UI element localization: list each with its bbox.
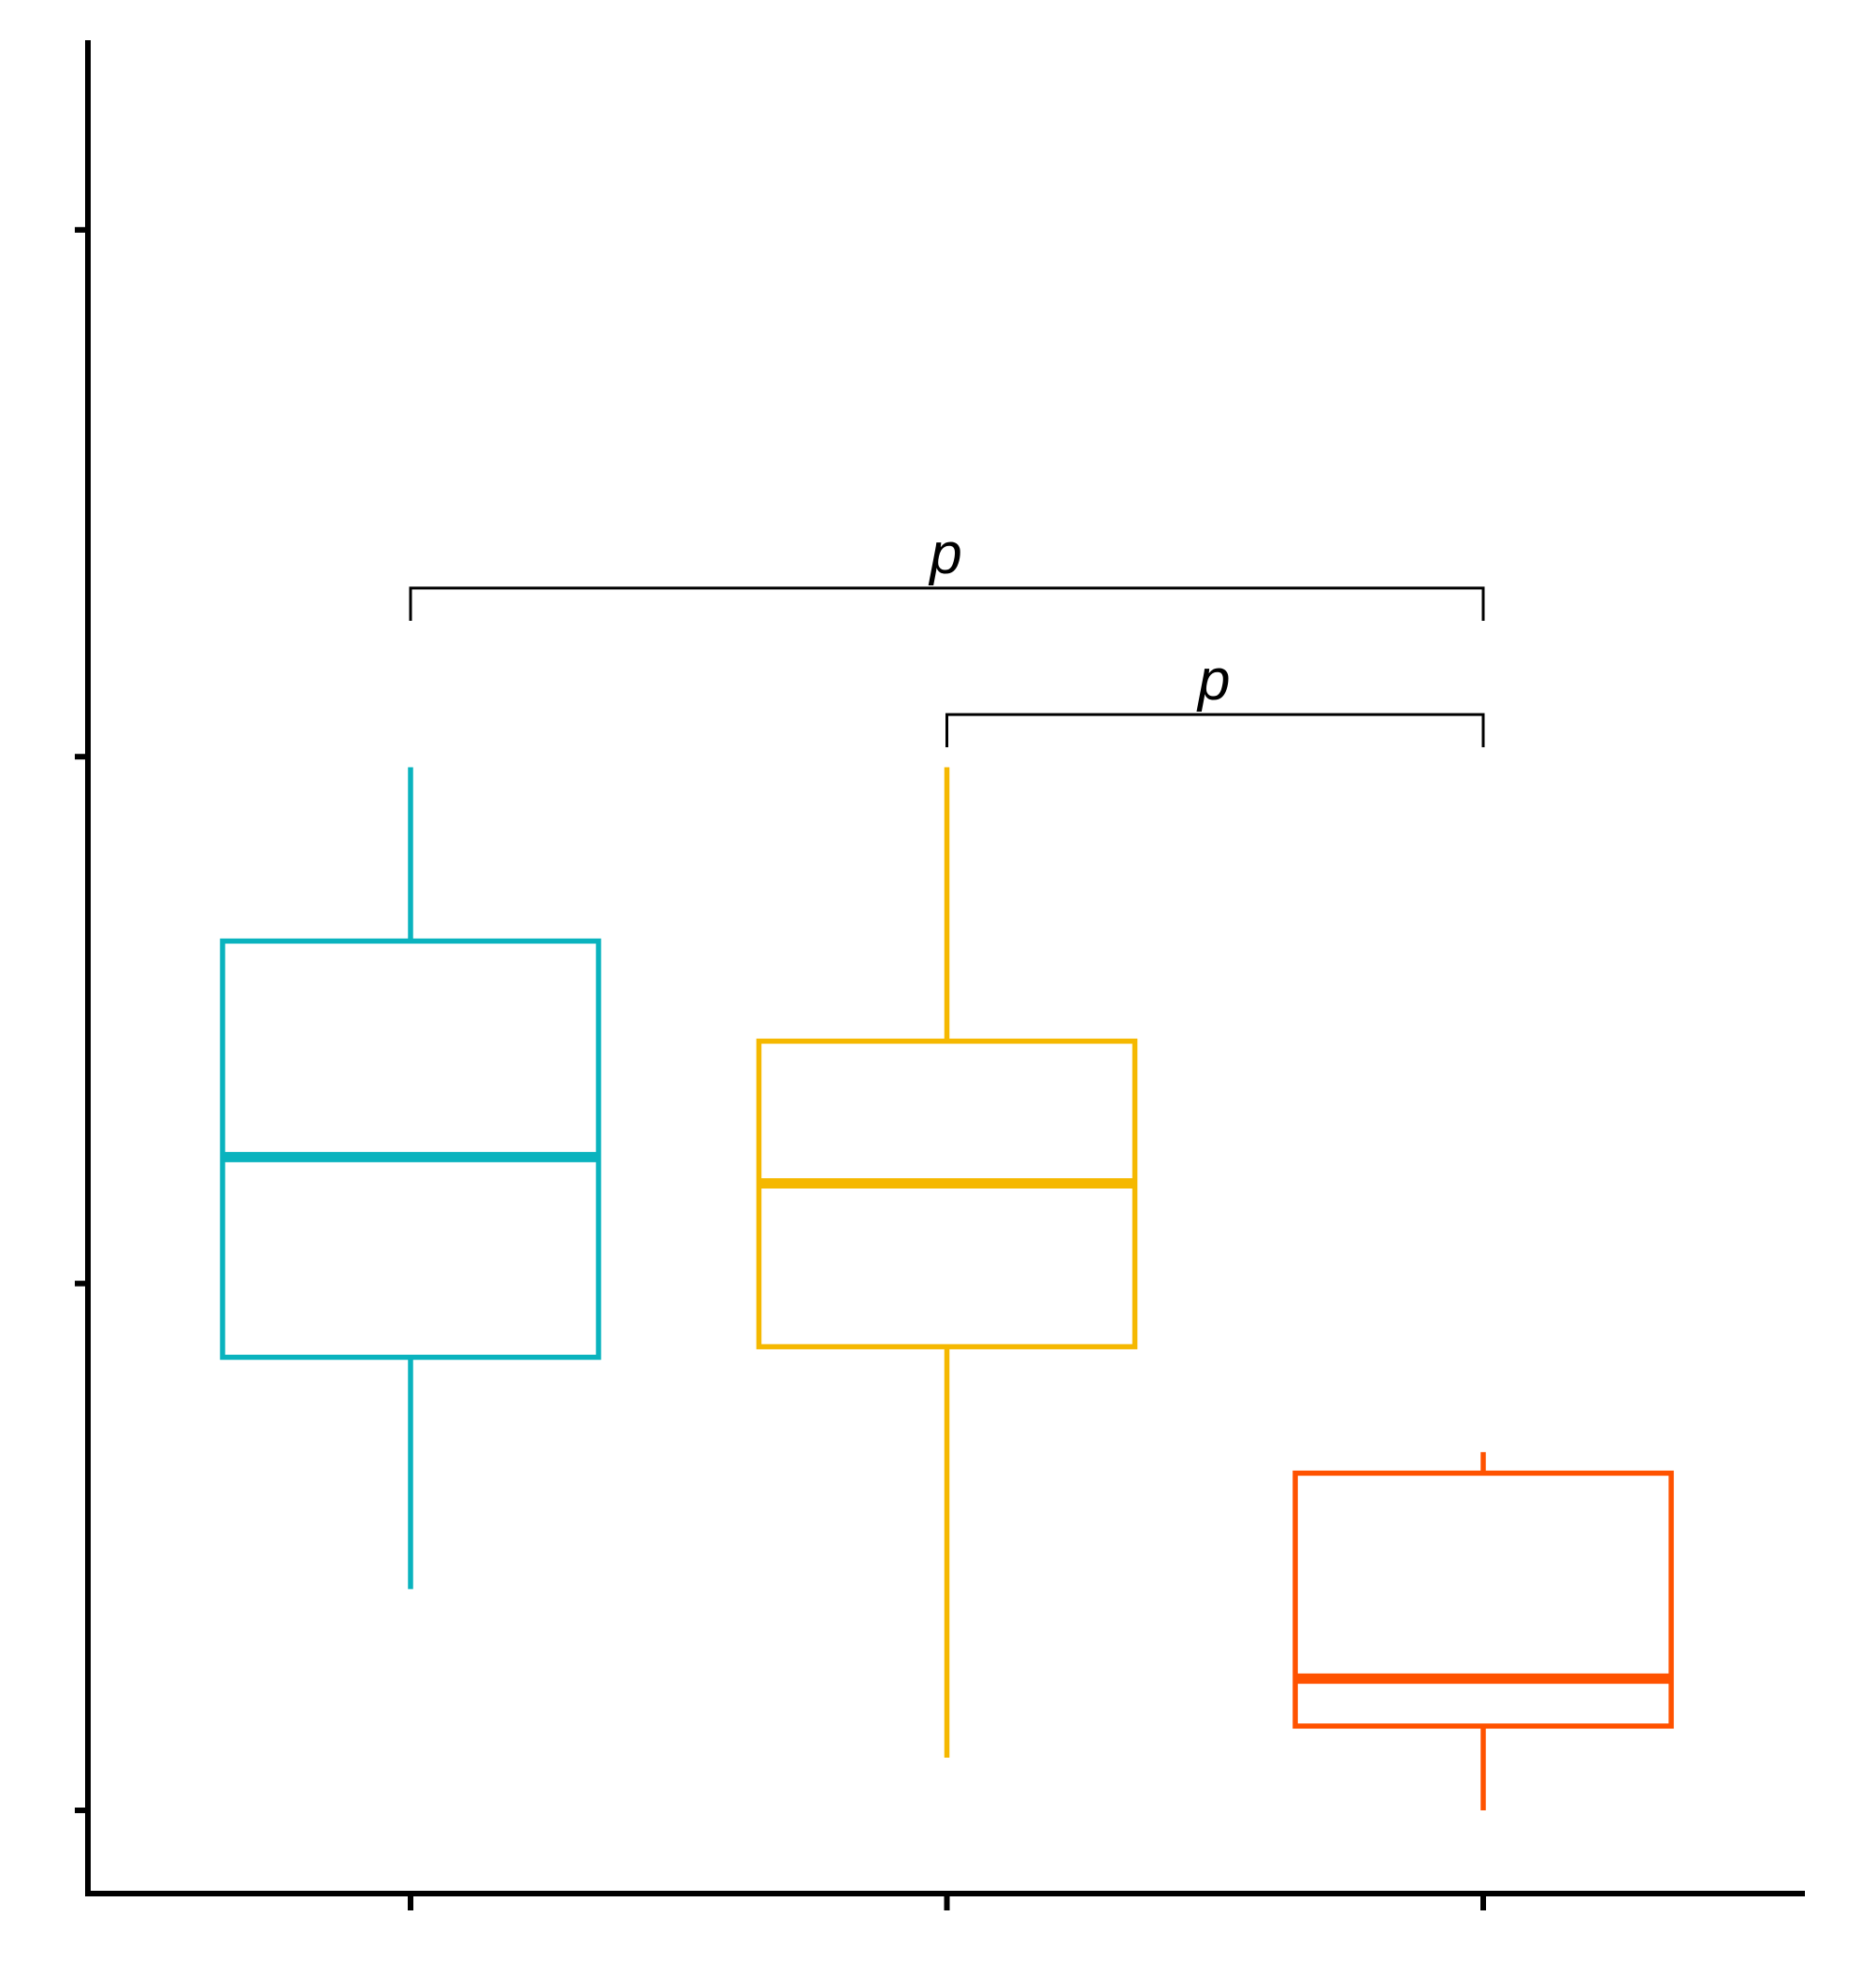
box bbox=[756, 1038, 1138, 1349]
p-label: p bbox=[928, 522, 961, 586]
box bbox=[1292, 1470, 1674, 1729]
significance-bracket bbox=[945, 713, 1485, 748]
box bbox=[220, 938, 601, 1361]
significance-bracket bbox=[409, 586, 1485, 621]
p-label: p bbox=[1196, 648, 1230, 713]
